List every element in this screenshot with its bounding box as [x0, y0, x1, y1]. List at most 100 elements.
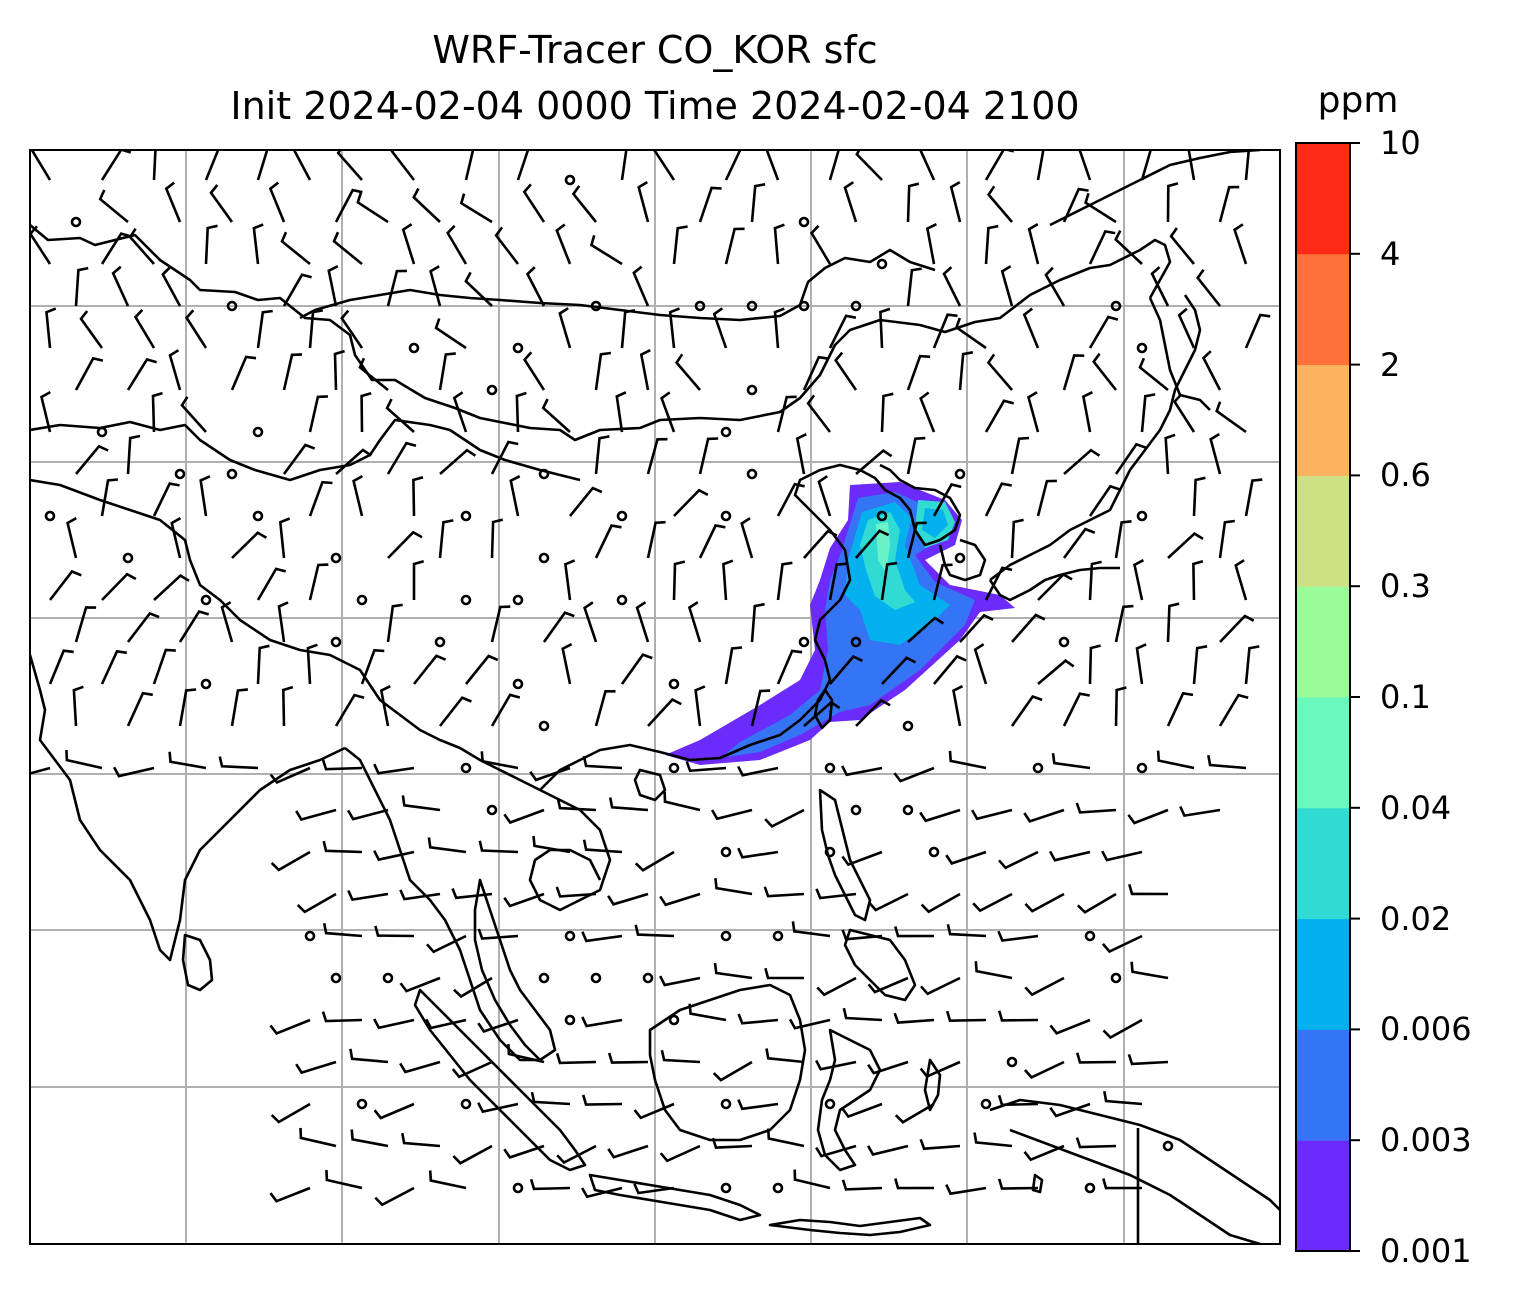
wind-barb: [515, 391, 527, 433]
wind-barb: [299, 1127, 337, 1148]
wind-barb: [906, 354, 931, 391]
wind-barb: [932, 482, 962, 517]
calm-wind-marker: [1058, 636, 1070, 648]
wind-barb: [184, 309, 208, 349]
wind-barb: [802, 355, 829, 391]
wind-barb: [1051, 753, 1091, 770]
wind-barb: [101, 572, 137, 601]
wind-barb: [984, 566, 1013, 601]
calm-wind-marker: [746, 384, 758, 396]
wind-barb: [98, 189, 129, 224]
wind-barb: [555, 886, 597, 898]
calm-wind-marker: [96, 426, 108, 438]
wind-barb: [220, 601, 234, 643]
wind-barb: [1215, 401, 1247, 434]
wind-barb: [791, 921, 831, 938]
calm-wind-marker: [564, 174, 576, 186]
calm-wind-marker: [1136, 762, 1148, 774]
wind-barb: [126, 357, 157, 391]
wind-barb: [986, 353, 1013, 391]
calm-wind-marker: [746, 468, 758, 480]
wind-barb: [776, 561, 793, 601]
colorbar-tick-label: 0.04: [1380, 788, 1452, 827]
wind-barb: [1192, 476, 1206, 517]
wind-barb: [334, 188, 363, 223]
wind-barb: [1218, 185, 1240, 223]
wind-barb: [1233, 223, 1248, 265]
calm-wind-marker: [1110, 300, 1122, 312]
wind-barb: [494, 226, 520, 265]
wind-barb: [530, 1091, 571, 1106]
wind-barb: [438, 519, 454, 559]
wind-barb: [379, 685, 391, 727]
wind-barb: [1049, 1102, 1091, 1118]
wind-barb: [698, 437, 719, 475]
wind-barb: [710, 808, 753, 821]
wind-barb: [295, 808, 337, 822]
wind-barb: [906, 267, 922, 307]
wind-barb: [881, 656, 917, 685]
calm-wind-marker: [720, 1098, 732, 1110]
calm-wind-marker: [486, 384, 498, 396]
wind-barb: [660, 391, 676, 433]
wind-barb: [776, 482, 805, 517]
wind-barb: [919, 1060, 961, 1078]
wind-barb: [1049, 1018, 1091, 1035]
wind-barb: [855, 698, 891, 727]
wind-barb: [401, 1132, 441, 1148]
colorbar-tick-label: 0.3: [1380, 567, 1431, 606]
wind-barb: [974, 961, 1013, 980]
calm-wind-marker: [668, 762, 680, 774]
wind-barb: [1075, 1052, 1117, 1064]
wind-barb: [1187, 150, 1196, 181]
wind-barb: [490, 440, 519, 475]
wind-barb: [1078, 150, 1092, 181]
wind-barb: [477, 928, 519, 940]
wind-barb: [1140, 393, 1156, 433]
calm-wind-marker: [824, 1098, 836, 1110]
wind-barb: [1101, 850, 1143, 862]
calm-wind-marker: [590, 300, 602, 312]
wind-barb: [507, 1043, 545, 1064]
wind-barb: [1169, 227, 1196, 265]
wind-barb: [490, 693, 521, 727]
wind-barb: [763, 886, 805, 898]
wind-barb: [673, 488, 709, 517]
wind-barb: [1102, 1018, 1143, 1040]
calm-wind-marker: [434, 636, 446, 648]
wind-barb: [292, 150, 312, 181]
wind-barb: [350, 1129, 389, 1148]
wind-barb: [1179, 805, 1221, 818]
wind-barb: [1172, 393, 1196, 433]
wind-barb: [750, 183, 766, 223]
wind-barb: [529, 766, 571, 782]
wind-barb: [1114, 520, 1132, 559]
wind-barb: [724, 646, 743, 685]
wind-barb: [252, 223, 264, 265]
calm-wind-marker: [1136, 342, 1148, 354]
wind-barb: [1150, 266, 1170, 307]
calm-wind-marker: [902, 720, 914, 732]
calm-wind-marker: [538, 720, 550, 732]
wind-barb: [333, 349, 345, 391]
calm-wind-marker: [876, 510, 888, 522]
wind-barb: [168, 349, 182, 391]
wind-barb: [256, 644, 270, 685]
wind-barb: [672, 225, 688, 265]
wind-barb: [1023, 1060, 1065, 1079]
wind-barb: [946, 924, 987, 938]
coast-sri-lanka: [181, 933, 214, 992]
wind-barb: [972, 892, 1013, 913]
coast-borneo: [648, 983, 807, 1142]
wind-barb: [803, 700, 841, 727]
wind-barb: [581, 1094, 623, 1106]
wind-barb: [1234, 559, 1248, 601]
wind-barb: [1130, 961, 1169, 980]
calm-wind-marker: [824, 762, 836, 774]
wind-barb: [1062, 692, 1090, 727]
calm-wind-marker: [1084, 1182, 1096, 1194]
wind-barb: [100, 649, 127, 685]
wind-barb: [1201, 350, 1222, 391]
wind-barb: [1101, 934, 1143, 954]
wind-barb: [737, 1099, 779, 1111]
